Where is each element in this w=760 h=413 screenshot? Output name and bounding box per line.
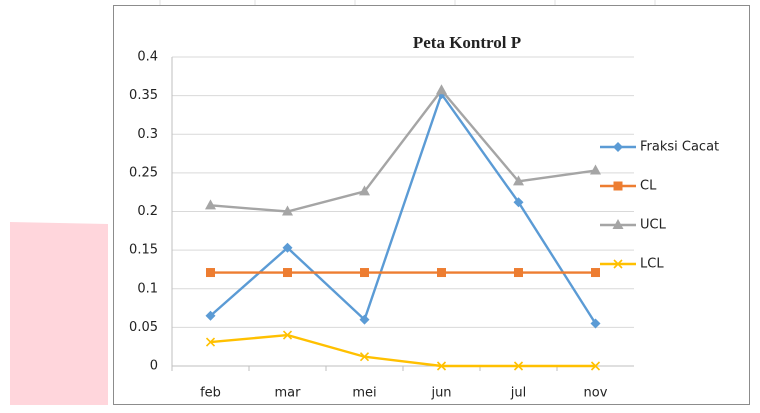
x-tick-label: mei: [352, 386, 376, 401]
x-tick-label: jul: [510, 386, 526, 401]
marker: [514, 268, 523, 278]
legend-label: CL: [640, 179, 657, 194]
series-line: [209, 91, 597, 325]
marker: [360, 268, 369, 278]
marker: [590, 361, 601, 371]
y-tick-label: 0.05: [129, 320, 158, 335]
marker: [359, 352, 370, 362]
marker: [513, 361, 524, 371]
x-tick-label: jun: [430, 386, 451, 401]
marker: [613, 259, 623, 269]
marker: [613, 181, 623, 191]
legend-label: Fraksi Cacat: [640, 140, 719, 155]
legend-label: UCL: [640, 218, 667, 233]
marker: [205, 199, 216, 210]
marker: [205, 310, 216, 321]
x-tick-label: feb: [200, 386, 221, 401]
marker: [513, 197, 524, 208]
marker: [590, 164, 601, 175]
y-tick-label: 0.4: [137, 50, 158, 65]
marker: [282, 205, 293, 216]
marker: [205, 337, 216, 347]
marker: [590, 318, 601, 329]
marker: [283, 268, 292, 278]
y-tick-label: 0.1: [137, 281, 158, 296]
marker: [359, 314, 370, 325]
y-tick-label: 0.35: [129, 88, 158, 103]
legend-label: LCL: [640, 257, 664, 272]
series-line: [210, 88, 596, 213]
marker: [591, 268, 600, 278]
y-tick-label: 0.25: [129, 165, 158, 180]
marker: [436, 361, 447, 371]
marker: [282, 330, 293, 340]
marker: [513, 175, 524, 186]
y-tick-label: 0.15: [129, 243, 158, 258]
marker: [282, 242, 293, 253]
y-tick-label: 0.3: [137, 127, 158, 142]
series-line: [210, 333, 596, 368]
x-tick-label: mar: [275, 386, 302, 401]
y-tick-label: 0: [150, 359, 158, 374]
marker: [359, 185, 370, 196]
marker: [437, 268, 446, 278]
marker: [613, 142, 623, 152]
x-tick-label: nov: [584, 386, 608, 401]
decor-shape: [10, 222, 108, 405]
marker: [612, 219, 624, 229]
marker: [436, 84, 447, 95]
y-tick-label: 0.2: [137, 204, 158, 219]
chart-title: Peta Kontrol P: [413, 33, 521, 52]
marker: [206, 268, 215, 278]
